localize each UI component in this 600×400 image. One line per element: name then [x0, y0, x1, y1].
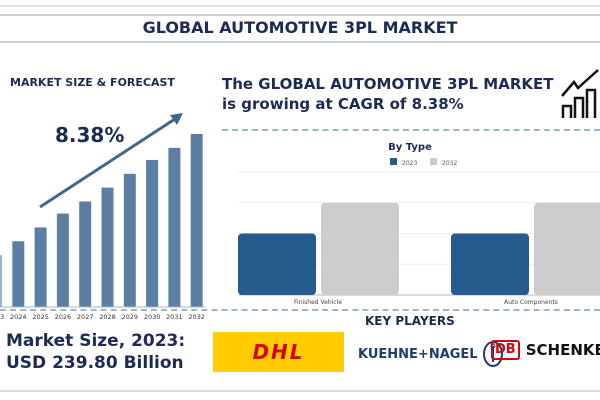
market-size-forecast-title: MARKET SIZE & FORECAST	[10, 76, 175, 89]
market-size-line1: Market Size, 2023:	[6, 331, 186, 351]
forecast-xlabel-2032: 2032	[188, 313, 205, 321]
legend-swatch-2032	[430, 158, 437, 165]
page-title: GLOBAL AUTOMOTIVE 3PL MARKET	[142, 18, 458, 37]
legend-label-2023: 2023	[402, 160, 417, 167]
forecast-xlabel-2031: 2031	[166, 313, 183, 321]
type-xlabel: Finished Vehicle	[294, 299, 342, 306]
growth-arrow-head	[170, 113, 183, 125]
market-size-text: Market Size, 2023: USD 239.80 Billion	[6, 330, 185, 374]
dhl-logo: DHL	[213, 332, 344, 372]
forecast-xlabel-2024: 2024	[10, 313, 27, 321]
type-bar-auto-components-2023	[451, 233, 529, 295]
forecast-bar-2026	[56, 213, 69, 307]
top-rule	[0, 5, 600, 7]
growth-chart-icon	[561, 69, 599, 118]
forecast-bar-2031	[168, 147, 181, 307]
bottom-rule	[0, 390, 600, 392]
cagr-annotation: 8.38%	[55, 123, 124, 147]
forecast-bar-2030	[146, 159, 159, 307]
legend-label-2032: 2032	[442, 160, 457, 167]
db-schenker-logo: DBSCHENKER	[491, 340, 600, 360]
forecast-bar-2029	[123, 173, 136, 307]
market-size-value: USD 239.80 Billion	[6, 353, 184, 373]
type-bar-auto-components-2032	[534, 202, 600, 295]
type-bar-finished-vehicle-2023	[238, 233, 316, 295]
type-bar-finished-vehicle-2032	[321, 202, 399, 295]
title-rule-bottom	[0, 41, 600, 43]
forecast-bar-2023	[0, 255, 2, 307]
forecast-bar-2027	[79, 201, 92, 307]
divider-bottom	[0, 309, 600, 311]
forecast-bar-2028	[101, 187, 114, 307]
cagr-headline: The GLOBAL AUTOMOTIVE 3PL MARKET is grow…	[222, 75, 554, 113]
growth-arrow-line	[39, 115, 179, 209]
type-xlabel: Auto Components	[504, 299, 558, 306]
divider-top	[222, 129, 600, 131]
forecast-chart: 2023 2024 2025 2026 2027 2028 2029 2030 2031 2032…	[0, 113, 205, 321]
forecast-xlabel-2028: 2028	[99, 313, 116, 321]
title-rule-top	[0, 14, 600, 16]
forecast-xlabel-2029: 2029	[122, 313, 139, 321]
forecast-xlabel-2023: 2023	[0, 313, 4, 321]
forecast-bar-2032	[190, 134, 203, 307]
key-players-title: KEY PLAYERS	[365, 314, 455, 328]
forecast-bar-2025	[34, 227, 47, 307]
forecast-xlabel-2030: 2030	[144, 313, 161, 321]
kuehne-nagel-logo: KUEHNE+NAGEL	[358, 340, 504, 368]
legend-swatch-2023	[390, 158, 397, 165]
forecast-xlabel-2027: 2027	[77, 313, 94, 321]
forecast-xlabel-2026: 2026	[55, 313, 72, 321]
by-type-chart: By Type 2023 2032 Finished Vehicle Auto C…	[238, 142, 600, 306]
by-type-title: By Type	[388, 142, 432, 153]
forecast-xlabel-2025: 2025	[32, 313, 49, 321]
forecast-bar-2024	[12, 241, 25, 307]
